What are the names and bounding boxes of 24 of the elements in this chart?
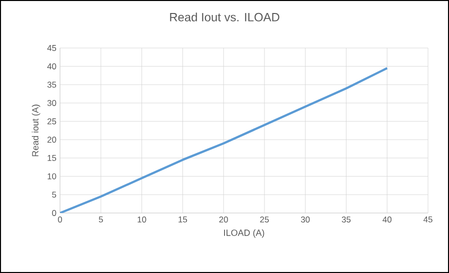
x-tick-label: 15 [178, 216, 188, 222]
x-tick-label: 10 [138, 216, 146, 223]
y-tick-label: 25 [47, 118, 56, 124]
x-tick-label: 20 [219, 216, 228, 223]
x-tick-label: 40 [382, 216, 392, 223]
chart-title: Read Iout vs. ILOAD [170, 12, 280, 22]
line-series [60, 67, 388, 213]
y-tick-label: 30 [47, 100, 56, 106]
x-axis-title: ILOAD (A) [224, 229, 264, 238]
x-tick-label: 35 [342, 216, 351, 223]
x-tick-label: 5 [98, 216, 103, 222]
y-tick-label: 0 [52, 210, 56, 216]
y-tick-label: 15 [48, 155, 56, 161]
x-tick-label: 25 [260, 216, 269, 223]
y-tick-label: 45 [47, 45, 56, 51]
y-axis-title: Read iout (A) [32, 104, 40, 156]
x-tick-label: 30 [300, 216, 310, 223]
x-tick-label: 45 [423, 216, 432, 222]
y-tick-label: 10 [48, 173, 56, 180]
y-tick-label: 40 [47, 63, 56, 70]
y-tick-label: 5 [52, 192, 56, 198]
x-tick-label: 0 [58, 216, 62, 223]
y-tick-label: 20 [47, 136, 56, 143]
y-tick-label: 35 [47, 82, 56, 88]
